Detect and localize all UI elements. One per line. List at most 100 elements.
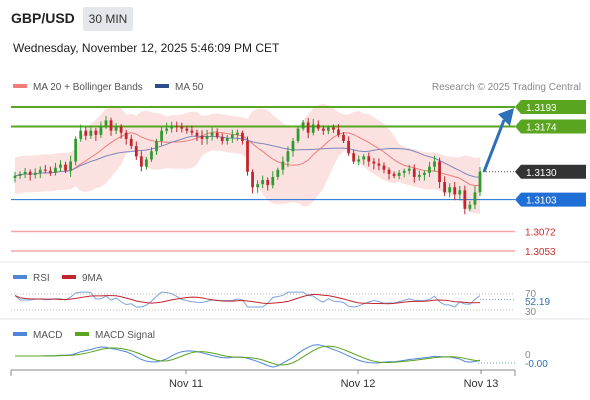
candle-body: [170, 125, 174, 129]
candle-body: [139, 156, 143, 167]
level-label-1-3130: 1.3130: [526, 168, 557, 179]
rsi-legend-label: RSI: [33, 273, 50, 284]
level-label-1-3193: 1.3193: [526, 103, 557, 114]
x-tick-label-nov13: Nov 13: [464, 378, 499, 390]
candle-body: [316, 124, 320, 129]
rsi-line: [14, 291, 481, 308]
candle-body: [438, 161, 441, 183]
candle-body: [190, 130, 194, 133]
datetime-label: Wednesday, November 12, 2025 5:46:09 PM …: [13, 41, 280, 55]
candle-body: [251, 171, 254, 188]
candle-body: [372, 161, 376, 164]
candle-body: [473, 192, 477, 205]
candle-body: [230, 134, 234, 138]
candle-body: [89, 130, 93, 136]
candle-body: [468, 204, 472, 209]
candle-body: [54, 167, 57, 173]
candle-body: [337, 129, 340, 135]
ma50-legend-swatch: [155, 84, 169, 88]
x-tick-label-nov12: Nov 12: [341, 378, 376, 390]
candle-body: [246, 140, 249, 172]
macd-line: [15, 344, 481, 368]
macd-tick-0: 0: [525, 350, 531, 361]
candle-body: [281, 161, 285, 170]
rsi-ma-line: [14, 293, 481, 305]
candle-body: [357, 159, 361, 162]
level-tag-1-3130: [515, 164, 586, 179]
candle-body: [352, 153, 356, 162]
candle-body: [104, 120, 108, 126]
candle-body: [397, 172, 401, 176]
candle-body: [195, 132, 199, 136]
candle-body: [463, 190, 467, 209]
macd-legend-swatch: [13, 332, 27, 336]
candle-body: [119, 126, 123, 133]
candle-body: [94, 130, 98, 135]
rsi-tick-70: 70: [525, 289, 537, 300]
candle-body: [286, 151, 290, 162]
forecast-arrow-shaft: [482, 119, 506, 173]
symbol-title: GBP/USD: [11, 10, 75, 26]
candle-body: [377, 163, 381, 166]
candle-body: [347, 140, 350, 154]
candle-body: [367, 156, 371, 162]
candle-body: [114, 126, 118, 131]
candle-body: [185, 128, 189, 131]
candle-body: [448, 187, 452, 193]
candle-body: [84, 130, 88, 136]
bollinger-legend-swatch: [13, 84, 27, 88]
level-label-1-3174: 1.3174: [526, 123, 557, 134]
candle-body: [200, 135, 204, 139]
candle-body: [241, 132, 244, 141]
candle-body: [180, 126, 184, 129]
rsi-current-value: 52.19: [525, 297, 550, 308]
forecast-arrow-head: [498, 108, 514, 127]
candle-body: [150, 151, 153, 160]
rsi-ma-legend-label: 9MA: [82, 273, 103, 284]
candle-body: [38, 169, 42, 173]
candle-body: [261, 180, 265, 185]
candle-body: [332, 127, 335, 130]
level-tag-1-3193: [515, 100, 586, 114]
candle-body: [443, 182, 447, 193]
candle-body: [225, 137, 229, 141]
candle-body: [220, 136, 224, 141]
rsi-ma-legend-swatch: [62, 275, 76, 279]
candle-body: [428, 166, 431, 173]
candle-body: [417, 174, 421, 177]
price-levels: 1.3193 1.3174 1.3130 1.3103 1.3072 1.3053: [11, 100, 586, 258]
candle-body: [256, 184, 259, 188]
level-label-1-3072: 1.3072: [525, 227, 556, 238]
candle-body: [387, 169, 391, 174]
candle-body: [155, 140, 158, 152]
candle-body: [64, 164, 67, 171]
candle-body: [342, 134, 345, 141]
candle-body: [326, 127, 330, 131]
candle-body: [433, 161, 436, 167]
candle-body: [236, 132, 239, 135]
candle-body: [129, 138, 133, 147]
candle-body: [48, 170, 52, 173]
macd-legend-label: MACD: [33, 330, 62, 341]
timeframe-label: 30 MIN: [89, 12, 128, 26]
candle-body: [145, 159, 148, 167]
macd-signal-legend-label: MACD Signal: [95, 330, 155, 341]
candle-body: [407, 168, 411, 171]
level-label-1-3053: 1.3053: [525, 247, 556, 258]
macd-panel: MACD MACD Signal 0 -0.00: [13, 330, 548, 370]
timeframe-badge[interactable]: [83, 7, 133, 31]
candle-body: [412, 168, 416, 177]
credit-text: Research © 2025 Trading Central: [432, 82, 581, 93]
candle-body: [165, 128, 169, 131]
candle-body: [205, 135, 209, 139]
candle-body: [175, 125, 179, 127]
candlesticks: [13, 116, 482, 215]
candle-body: [215, 132, 219, 137]
candle-body: [458, 190, 462, 195]
candle-body: [306, 122, 310, 133]
candle-body: [124, 132, 128, 139]
candle-body: [69, 161, 72, 171]
candle-body: [13, 175, 17, 178]
candle-body: [18, 173, 22, 176]
